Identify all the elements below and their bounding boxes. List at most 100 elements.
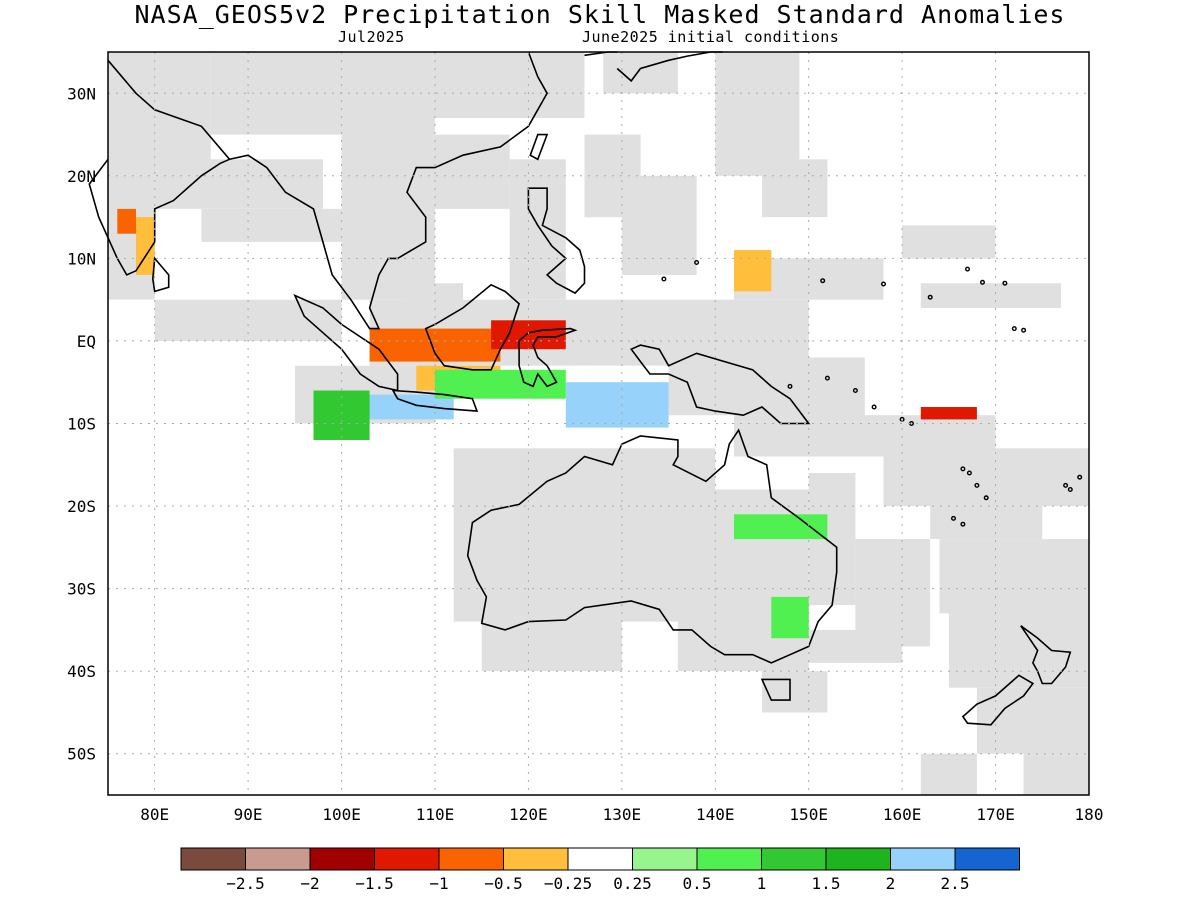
map-plot-area (88, 51, 1090, 796)
anomaly-nsw-wet (771, 596, 809, 639)
coastline-java (391, 389, 479, 412)
colorbar-tick-label: 0.25 (613, 874, 652, 893)
coastline-nz-south (961, 674, 1035, 726)
island-outline (661, 276, 667, 282)
colorbar-swatch (503, 847, 569, 871)
anomaly-queensland-wet (734, 514, 828, 540)
skill-mask-cell (762, 159, 828, 218)
skill-mask-cell (930, 489, 1043, 539)
graticule-grid (108, 52, 1089, 795)
colorbar-tick-label: −2.5 (226, 874, 265, 893)
colorbar-tick-label: −1 (429, 874, 448, 893)
skill-mask-cell (407, 283, 464, 325)
colorbar-swatch (761, 847, 827, 871)
lon-tick-label: 90E (234, 805, 263, 824)
lat-tick-label: 20S (67, 497, 96, 516)
colorbar-swatch (309, 847, 375, 871)
skill-mask-cell (435, 52, 585, 118)
skill-mask-cell (920, 753, 977, 795)
skill-mask-cell (715, 52, 800, 176)
colorbar-swatch (245, 847, 311, 871)
skill-mask-cell (108, 52, 211, 176)
island-outline (974, 482, 980, 488)
lon-tick-label: 120E (509, 805, 548, 824)
coastline-india (88, 158, 230, 276)
island-outline (980, 279, 986, 285)
lon-tick-label: 150E (789, 805, 828, 824)
skill-mask-cell (855, 539, 931, 647)
lon-tick-label: 110E (416, 805, 455, 824)
longitude-axis-labels: 80E 90E 100E 110E 120E 130E 140E 150E 160E 170E 18… (140, 805, 1103, 824)
coastline-new-guinea (629, 344, 811, 425)
skill-mask-cell (939, 539, 1089, 614)
plot-frame (107, 51, 1090, 796)
skill-mask-cell (668, 357, 865, 416)
colorbar-legend: −2.5 −2 −1.5 −1 −0.5 −0.25 0.25 0.5 1 1.5 2 2.5 (180, 847, 1020, 893)
lat-tick-label: 30S (67, 580, 96, 599)
anomaly-philippine-sea-dry (734, 250, 772, 292)
skill-mask-cell (453, 448, 716, 622)
coastline-taiwan (529, 133, 549, 161)
colorbar-swatch (696, 847, 762, 871)
colorbar-tick-label: −1.5 (355, 874, 394, 893)
skill-mask-cell (902, 225, 996, 259)
colorbar-swatch (438, 847, 504, 871)
skill-mask-cell (154, 299, 342, 341)
skill-mask-cell (948, 613, 1089, 688)
lon-tick-label: 160E (883, 805, 922, 824)
lon-tick-label: 180 (1075, 805, 1104, 824)
anomaly-sri-lanka-dry (136, 217, 155, 275)
island-outline (871, 404, 877, 410)
lon-tick-label: 100E (322, 805, 361, 824)
coastline-asia-mainland (107, 51, 549, 330)
colorbar-swatch (374, 847, 440, 871)
island-outline (960, 466, 966, 472)
colorbar-tick-label: 2.5 (941, 874, 970, 893)
coastline-nz-north (1020, 625, 1072, 685)
lon-tick-label: 140E (696, 805, 735, 824)
island-outline (965, 266, 971, 272)
colorbar-swatch (567, 847, 633, 871)
island-outline (824, 375, 830, 381)
lon-tick-label: 170E (976, 805, 1015, 824)
colorbar-tick-label: 1.5 (812, 874, 841, 893)
anomaly-banda-sea-wet (565, 382, 669, 428)
colorbar-swatch (632, 847, 698, 871)
skill-mask-cell (603, 52, 678, 94)
coastline-sulawesi (518, 327, 578, 388)
colorbar-swatch (954, 847, 1020, 871)
page-title: NASA_GEOS5v2 Precipitation Skill Masked … (134, 0, 1066, 29)
skill-mask-cell (762, 671, 828, 713)
island-outline (881, 281, 887, 287)
skill-mask-cell (920, 283, 1061, 308)
target-month-label: Jul2025 (338, 28, 405, 46)
coastline-philippines (527, 187, 586, 295)
anomaly-solomon-sea-dry (920, 407, 977, 420)
coastline-sri-lanka (151, 256, 170, 293)
lat-tick-label: 10S (67, 415, 96, 434)
coastline-tasmania (760, 678, 791, 701)
skill-mask-cell (1023, 737, 1089, 795)
colorbar-tick-label: −0.25 (544, 874, 592, 893)
island-outline (927, 294, 933, 300)
skill-mask-cell (341, 134, 435, 300)
island-outline (1077, 474, 1083, 480)
island-outline (1011, 326, 1017, 332)
lon-tick-label: 80E (140, 805, 169, 824)
anomaly-layer (117, 208, 977, 639)
coastline-sumatra (293, 293, 399, 392)
latitude-axis-labels: 30N 20N 10N EQ 10S 20S 30S 40S 50S (67, 84, 96, 763)
skill-mask-cell (154, 159, 323, 209)
island-outline (1002, 280, 1008, 286)
island-outline (852, 388, 858, 394)
init-conditions-label: June2025 initial conditions (582, 28, 840, 46)
island-outline (787, 383, 793, 389)
anomaly-india-west-coast-dry (117, 208, 136, 234)
island-outline (1063, 482, 1069, 488)
island-outline (960, 521, 966, 527)
colorbar-swatch (890, 847, 956, 871)
lat-tick-label: 50S (67, 745, 96, 764)
skill-mask-cell (509, 159, 566, 300)
colorbar-tick-label: 2 (886, 874, 896, 893)
